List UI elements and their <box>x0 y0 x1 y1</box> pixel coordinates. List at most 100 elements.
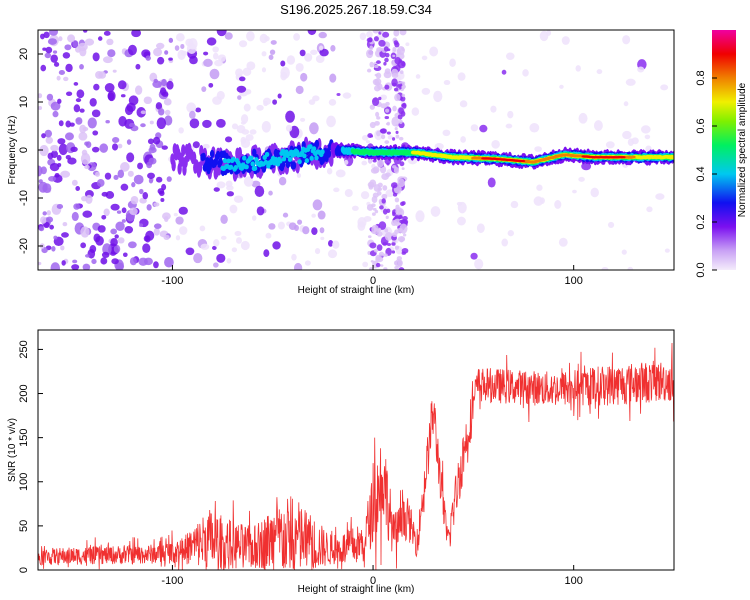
spectrogram-cell <box>233 195 244 203</box>
spectrogram-cell <box>100 257 108 265</box>
spectrogram-cell <box>63 76 69 82</box>
spectrogram-cell <box>213 187 220 192</box>
spectrogram-cell <box>342 92 352 99</box>
x-tick-label: 0 <box>370 275 376 287</box>
spectrogram-cell <box>391 82 397 87</box>
spectrogram-cell <box>251 180 261 188</box>
spectrogram-cell <box>578 176 585 182</box>
spectrogram-cell <box>71 179 78 186</box>
spectrogram-cell <box>77 42 88 52</box>
spectrogram-cell <box>399 161 405 167</box>
spectrogram-cell <box>376 159 385 168</box>
spectrogram-cell <box>243 176 254 187</box>
y-tick-label: 0 <box>18 567 30 573</box>
spectrogram-cell <box>116 210 122 214</box>
spectrogram-cell <box>381 193 388 200</box>
spectrogram-cell <box>164 109 171 116</box>
spectrogram-ridge-cell <box>233 164 239 170</box>
spectrogram-cell <box>152 80 162 89</box>
spectrogram-cell <box>320 236 325 241</box>
spectrogram-cell <box>333 187 340 193</box>
spectrogram-cell <box>64 132 74 141</box>
spectrogram-cell <box>142 243 151 254</box>
spectrogram-cell <box>241 129 250 135</box>
spectrogram-cell <box>373 64 379 69</box>
spectrogram-cell <box>369 267 374 270</box>
spectrogram-cell <box>56 154 62 161</box>
spectrogram-cell <box>487 177 496 188</box>
spectrogram-cell <box>366 31 373 38</box>
spectrogram-cell <box>226 191 234 197</box>
spectrogram-cell <box>421 55 428 61</box>
spectrogram-cell <box>57 138 66 145</box>
spectrogram-cell <box>405 42 410 47</box>
spectrogram-cell <box>401 201 406 206</box>
spectrogram-ridge-cell <box>263 159 269 165</box>
spectrogram-cell <box>143 235 149 242</box>
spectrogram-cell <box>501 238 509 247</box>
spectrogram-cell <box>199 225 206 232</box>
spectrogram-cell <box>299 49 306 57</box>
spectrogram-cell <box>38 226 45 232</box>
spectrogram-x-ticks: -100 0 100 <box>161 265 583 287</box>
spectrogram-cell <box>380 94 388 101</box>
spectrogram-cell <box>385 215 389 220</box>
spectrogram-cell <box>83 30 88 33</box>
spectrogram-cell <box>131 182 136 188</box>
spectrogram-cell <box>363 216 372 222</box>
spectrogram-cell <box>382 31 390 38</box>
spectrogram-cell <box>371 203 376 208</box>
spectrogram-ridge-cell <box>228 164 234 170</box>
spectrogram-cell <box>153 227 160 236</box>
spectrogram-cell <box>627 266 634 270</box>
spectrogram-cell <box>590 187 599 198</box>
spectrogram-ridge-cell <box>280 148 285 154</box>
spectrogram-cell <box>224 32 233 40</box>
spectrogram-cell <box>261 120 271 133</box>
spectrogram-cell <box>327 249 338 259</box>
spectrogram-cell <box>45 46 53 54</box>
spectrogram-cell <box>102 56 113 64</box>
spectrogram-cell <box>351 205 359 211</box>
spectrogram-cell <box>402 102 407 109</box>
spectrogram-cell <box>155 102 163 110</box>
spectrogram-cell <box>449 58 456 68</box>
spectrogram-cell <box>534 146 542 152</box>
spectrogram-cell <box>126 102 136 112</box>
spectrogram-cell <box>186 102 197 113</box>
spectrogram-cell <box>376 231 383 237</box>
spectrogram-cell <box>371 195 378 204</box>
spectrogram-cell <box>129 122 136 128</box>
spectrogram-cell <box>261 67 267 73</box>
spectrogram-cell <box>143 96 153 105</box>
spectrogram-cell <box>362 134 369 141</box>
spectrogram-ridge-cell <box>304 158 310 164</box>
figure-title: S196.2025.267.18.59.C34 <box>280 2 432 17</box>
spectrogram-cell <box>82 126 89 132</box>
snr-x-label: Height of straight line (km) <box>298 584 415 595</box>
colorbar-gradient <box>712 30 736 270</box>
spectrogram-cell <box>149 120 154 125</box>
spectrogram-cell <box>238 76 246 82</box>
spectrogram-cell <box>206 37 217 46</box>
spectrogram-cell <box>138 223 144 228</box>
spectrogram-cell <box>394 197 400 203</box>
spectrogram-cell <box>505 123 513 129</box>
spectrogram-cell <box>91 258 97 265</box>
spectrogram-cell <box>383 253 388 257</box>
spectrogram-cell <box>229 204 238 214</box>
spectrogram-cell <box>240 114 249 124</box>
spectrogram-cell <box>240 240 250 251</box>
spectrogram-cell <box>236 85 247 93</box>
spectrogram-cell <box>442 129 451 137</box>
spectrogram-cell <box>372 30 380 34</box>
spectrogram-cell <box>65 63 73 73</box>
spectrogram-cell <box>47 152 54 160</box>
spectrogram-cell <box>328 239 334 247</box>
spectrogram-cell <box>128 241 137 249</box>
spectrogram-cell <box>507 230 515 237</box>
spectrogram-cell <box>554 200 562 209</box>
spectrogram-cell <box>367 158 373 164</box>
spectrogram-cell <box>367 235 372 239</box>
spectrogram-cell <box>146 204 152 211</box>
